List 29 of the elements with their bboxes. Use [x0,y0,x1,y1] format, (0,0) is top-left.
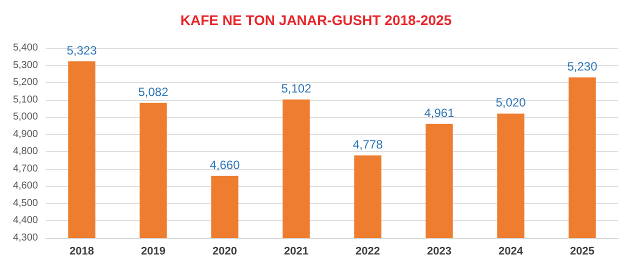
data-label: 5,020 [496,96,526,110]
x-tick-label: 2022 [356,246,380,258]
chart-title: KAFE NE TON JANAR-GUSHT 2018-2025 [180,12,452,28]
y-tick-label: 5,000 [12,112,38,123]
y-tick-label: 5,200 [12,77,38,88]
y-tick-label: 4,900 [12,128,38,140]
data-label: 4,778 [352,137,384,152]
x-tick-label: 2025 [570,246,594,258]
y-tick-label: 4,700 [12,163,38,174]
x-tick-label: 2023 [427,246,452,258]
y-tick-label: 4,300 [12,232,38,244]
y-tick-label: 4,800 [12,146,38,158]
data-label: 4,660 [210,158,240,172]
y-tick-label: 4,500 [12,198,38,209]
data-label: 5,230 [567,59,598,74]
data-label: 4,961 [424,106,455,120]
data-label: 5,082 [138,84,169,99]
data-label: 5,102 [281,81,312,96]
x-tick-label: 2018 [70,246,94,258]
y-tick-label: 4,400 [12,215,38,226]
x-tick-label: 2020 [212,246,237,258]
y-tick-label: 4,600 [12,180,38,192]
y-tick-label: 5,400 [12,42,38,54]
y-tick-label: 5,300 [12,60,38,71]
x-tick-label: 2024 [498,246,524,258]
y-tick-label: 5,100 [12,94,38,106]
x-tick-label: 2019 [141,246,166,258]
data-label: 5,323 [66,43,98,58]
x-tick-label: 2021 [284,246,308,258]
